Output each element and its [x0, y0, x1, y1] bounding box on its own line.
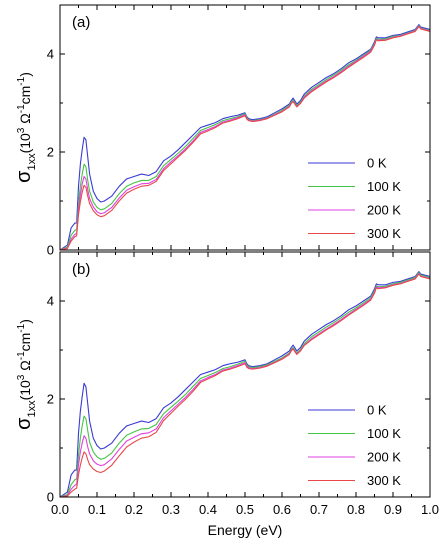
legend-label: 300 K — [367, 226, 401, 241]
legend-label: 300 K — [367, 473, 401, 488]
x-tick-label: 0.8 — [347, 502, 365, 517]
y-label-unit-mid: Ω — [17, 360, 33, 374]
series-line-200-k — [60, 25, 430, 250]
y-tick-label: 4 — [47, 47, 54, 62]
y-label-unit-exp: 3 — [16, 374, 27, 380]
y-tick-label: 0 — [47, 490, 54, 505]
y-label-unit-open: (10 — [17, 380, 33, 400]
y-tick-label: 2 — [47, 392, 54, 407]
legend-label: 200 K — [367, 203, 401, 218]
x-tick-label: 0.2 — [125, 502, 143, 517]
series-line-100-k — [60, 25, 430, 250]
y-label-sub: 1xx — [26, 153, 38, 171]
y-axis-label-text: σ1xx(103 Ω-1cm-1) — [13, 72, 38, 183]
panel-label: (b) — [72, 261, 90, 278]
y-label-sub: 1xx — [26, 400, 38, 418]
series-group — [60, 271, 430, 497]
x-axis-label: Energy (eV) — [208, 522, 283, 538]
legend-label: 100 K — [367, 179, 401, 194]
y-label-unit-close: ) — [17, 319, 33, 324]
series-line-100-k — [60, 272, 430, 497]
x-tick-label: 0.6 — [273, 502, 291, 517]
x-tick-label: 1.0 — [421, 502, 439, 517]
y-axis-label: σ1xx(103 Ω-1cm-1) — [13, 72, 38, 183]
series-line-0-k — [60, 271, 430, 497]
y-label-unit-exp2: -1 — [16, 104, 27, 113]
x-tick-label: 0.4 — [199, 502, 217, 517]
y-label-symbol: σ — [13, 417, 35, 430]
series-line-0-k — [60, 24, 430, 250]
legend-label: 0 K — [367, 156, 387, 171]
series-group — [60, 24, 430, 250]
y-label-unit-cm: cm — [17, 333, 33, 352]
legend-label: 200 K — [367, 450, 401, 465]
y-label-unit-exp3: -1 — [16, 76, 27, 85]
y-label-unit-exp2: -1 — [16, 351, 27, 360]
x-tick-label: 0.0 — [51, 502, 69, 517]
series-line-200-k — [60, 273, 430, 497]
panel-label: (a) — [72, 14, 90, 31]
x-tick-label: 0.3 — [162, 502, 180, 517]
y-tick-label: 2 — [47, 145, 54, 160]
x-tick-label: 0.7 — [310, 502, 328, 517]
y-label-unit-close: ) — [17, 72, 33, 77]
y-axis-label: σ1xx(103 Ω-1cm-1) — [13, 319, 38, 430]
y-axis-label-text: σ1xx(103 Ω-1cm-1) — [13, 319, 38, 430]
legend-label: 100 K — [367, 426, 401, 441]
chart-panel-2: 0 2 4 0.0 0.1 0.2 0.3 0.4 0.5 0.6 0.7 0.8 0.9 1.0 (b) σ… — [13, 251, 439, 538]
x-tick-label: 0.1 — [88, 502, 106, 517]
series-line-300-k — [60, 273, 430, 497]
y-tick-label: 4 — [47, 294, 54, 309]
y-label-unit-cm: cm — [17, 86, 33, 105]
legend: 0 K 100 K 200 K 300 K — [308, 403, 401, 488]
y-label-unit-exp: 3 — [16, 127, 27, 133]
x-tick-label: 0.5 — [236, 502, 254, 517]
legend-label: 0 K — [367, 403, 387, 418]
y-label-unit-open: (10 — [17, 133, 33, 153]
y-label-unit-exp3: -1 — [16, 323, 27, 332]
x-tick-label: 0.9 — [384, 502, 402, 517]
y-tick-label: 0 — [47, 243, 54, 258]
y-label-unit-mid: Ω — [17, 113, 33, 127]
y-label-symbol: σ — [13, 170, 35, 183]
legend: 0 K 100 K 200 K 300 K — [308, 156, 401, 241]
series-line-300-k — [60, 26, 430, 250]
